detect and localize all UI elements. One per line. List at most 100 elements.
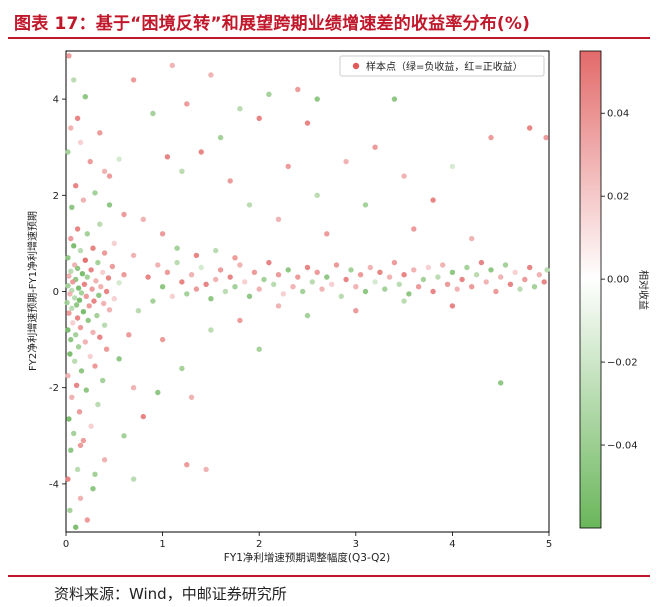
data-point: [290, 284, 296, 290]
data-point: [232, 255, 238, 261]
data-point: [227, 274, 233, 280]
data-point: [92, 190, 98, 196]
data-point: [76, 297, 83, 303]
data-point: [275, 216, 282, 222]
data-point: [164, 269, 171, 275]
data-point: [74, 115, 81, 122]
data-point: [285, 163, 291, 170]
data-point: [101, 300, 107, 307]
data-point: [324, 274, 330, 280]
data-point: [97, 334, 103, 340]
data-point: [280, 291, 287, 297]
data-point: [401, 173, 407, 179]
data-point: [90, 329, 96, 336]
data-point: [454, 286, 460, 292]
data-point: [314, 269, 320, 275]
data-point: [87, 158, 93, 165]
data-point: [106, 202, 113, 208]
data-point: [94, 312, 100, 319]
data-point: [357, 272, 364, 278]
data-point: [227, 178, 233, 184]
data-point: [338, 293, 344, 299]
x-tick-label: 5: [546, 539, 552, 550]
data-point: [74, 466, 81, 473]
scatter-chart: 0 1 2 3 4 5 -4 -2 0 2 4 FY1净利增速预期调整幅度(Q3-Q2) FY2净…: [26, 50, 650, 564]
data-point: [213, 247, 219, 254]
data-point: [193, 286, 200, 292]
y-tick-label: -2: [49, 383, 59, 394]
plot-area: 0 1 2 3 4 5 -4 -2 0 2 4 FY1净利增速预期调整幅度(Q3-Q2) FY2净…: [26, 50, 552, 564]
data-point: [88, 423, 94, 429]
data-point: [82, 339, 89, 345]
data-point: [488, 134, 494, 141]
data-point: [309, 279, 315, 285]
data-point: [93, 278, 99, 284]
data-point: [159, 284, 166, 290]
data-point: [77, 442, 84, 449]
data-point: [116, 156, 122, 162]
data-point: [198, 264, 204, 271]
data-point: [75, 344, 82, 350]
data-point: [80, 309, 87, 315]
data-point: [203, 466, 209, 473]
data-point: [67, 291, 73, 297]
data-point: [261, 276, 267, 283]
data-point: [67, 351, 73, 357]
data-point: [527, 264, 533, 271]
data-point: [78, 368, 85, 374]
data-point: [478, 259, 485, 266]
data-point: [411, 267, 417, 273]
data-point: [184, 291, 190, 297]
data-point: [198, 149, 204, 155]
data-point: [237, 106, 243, 112]
data-point: [72, 358, 78, 364]
data-point: [73, 183, 79, 189]
data-point: [251, 269, 258, 275]
data-point: [430, 197, 436, 203]
data-point: [401, 272, 407, 278]
data-point: [377, 269, 383, 275]
data-point: [90, 486, 96, 492]
data-point: [237, 262, 243, 268]
data-point: [193, 252, 200, 259]
data-point: [77, 247, 84, 254]
colorbar-tick-label: −0.04: [607, 441, 638, 452]
data-point: [68, 268, 74, 274]
data-point: [512, 269, 518, 275]
data-point: [386, 274, 393, 280]
data-point: [116, 280, 122, 286]
data-point: [348, 267, 354, 273]
data-point: [184, 462, 190, 468]
data-point: [367, 264, 373, 271]
data-point: [498, 380, 504, 386]
data-point: [343, 276, 349, 283]
data-point: [314, 192, 320, 198]
data-point: [68, 125, 74, 131]
data-point: [82, 94, 89, 100]
data-point: [459, 276, 465, 283]
data-point: [304, 312, 311, 319]
data-point: [66, 273, 72, 279]
data-point: [91, 298, 97, 304]
data-point: [179, 168, 185, 174]
data-point: [130, 385, 137, 391]
data-point: [208, 327, 214, 333]
data-point: [73, 332, 79, 338]
data-point: [256, 115, 262, 122]
source-note: 资料来源：Wind，中邮证券研究所: [54, 585, 287, 603]
data-point: [100, 377, 106, 384]
data-point: [80, 197, 87, 203]
data-point: [217, 267, 224, 273]
colorbar-label: 相对收益: [637, 270, 650, 310]
data-point: [155, 262, 161, 268]
data-point: [101, 250, 108, 256]
data-point: [464, 264, 470, 271]
x-tick-label: 4: [449, 539, 455, 550]
data-point: [65, 373, 71, 379]
data-point: [73, 302, 80, 308]
data-point: [90, 245, 96, 251]
data-point: [79, 271, 86, 277]
data-point: [159, 336, 166, 343]
data-point: [498, 274, 504, 280]
data-point: [300, 288, 306, 295]
